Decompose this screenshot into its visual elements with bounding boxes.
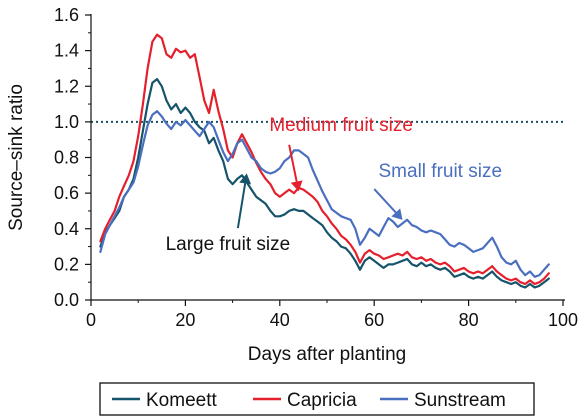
annotation-large-fruit-size: Large fruit size	[166, 234, 291, 255]
annotation-arrow-shaft	[288, 144, 298, 182]
y-tick-label: 0.2	[54, 254, 79, 274]
x-tick-label: 60	[364, 310, 384, 330]
y-tick-label: 1.0	[54, 112, 79, 132]
legend-label-capricia: Capricia	[287, 390, 357, 411]
y-tick-label: 0.8	[54, 148, 79, 168]
series-line-sunstream	[99, 110, 550, 278]
x-tick-label: 80	[459, 310, 479, 330]
axes: 0.0 0.2 0.4 0.6 0.8 1.0 1.2 1.4 1.6 0 20 40 60 80 100 D…	[6, 5, 578, 365]
x-axis-title: Days after planting	[248, 344, 406, 365]
annotation-arrow-head	[290, 180, 303, 192]
series-line-capricia	[99, 33, 550, 286]
legend-label-sunstream: Sunstream	[414, 390, 506, 411]
y-tick-label: 0.4	[54, 219, 79, 239]
y-tick-label: 0.0	[54, 290, 79, 310]
x-tick-label: 0	[86, 310, 96, 330]
annotation-arrow-head	[391, 208, 403, 220]
annotation-arrow-shaft	[236, 183, 247, 229]
annotation-small-fruit-size: Small fruit size	[379, 161, 503, 182]
y-tick-label: 1.2	[54, 76, 79, 96]
y-axis-title: Source–sink ratio	[6, 84, 27, 231]
annotation-arrow-shaft	[373, 188, 397, 214]
x-tick-label: 100	[548, 310, 578, 330]
series-line-komeett	[99, 78, 550, 289]
legend: Komeett Capricia Sunstream	[99, 382, 535, 416]
legend-box	[99, 382, 535, 416]
annotations: Medium fruit size Small fruit size Large f…	[166, 115, 502, 255]
annotation-arrow-head	[239, 173, 252, 185]
x-tick-label: 20	[175, 310, 195, 330]
series-layer	[99, 33, 550, 289]
annotation-medium-fruit-size: Medium fruit size	[269, 115, 413, 136]
y-tick-label: 1.6	[54, 5, 79, 25]
y-tick-label: 0.6	[54, 183, 79, 203]
legend-label-komeett: Komeett	[146, 390, 217, 411]
x-tick-label: 40	[270, 310, 290, 330]
y-tick-label: 1.4	[54, 41, 79, 61]
